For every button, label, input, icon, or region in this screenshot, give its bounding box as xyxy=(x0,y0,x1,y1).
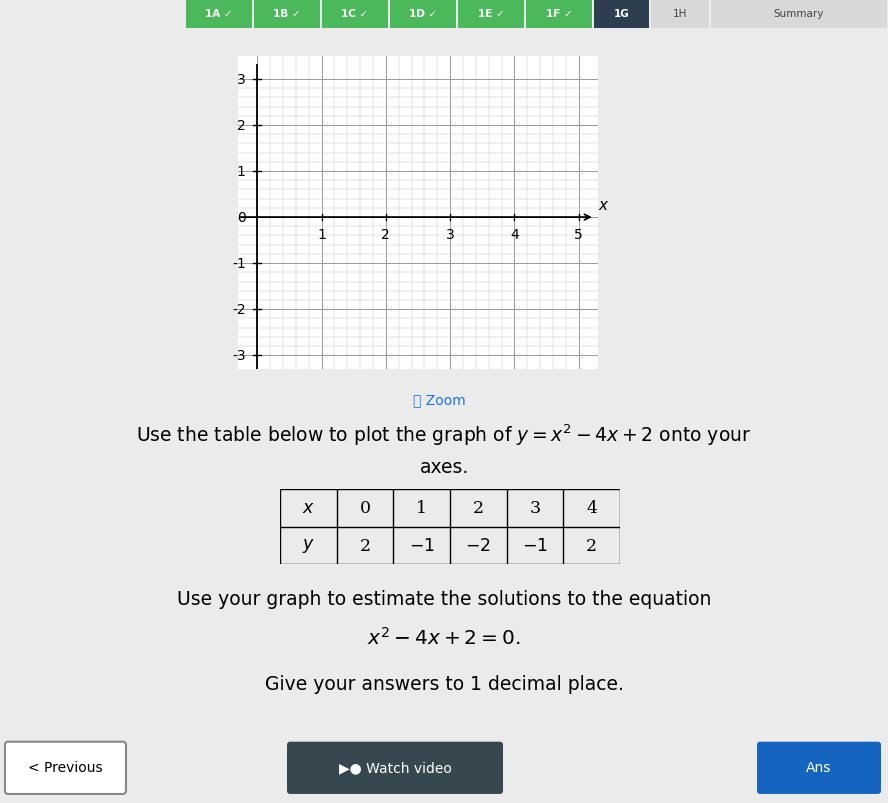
Text: 3: 3 xyxy=(446,228,455,242)
FancyBboxPatch shape xyxy=(5,742,126,794)
Text: ▶● Watch video: ▶● Watch video xyxy=(338,760,451,774)
Text: 1H: 1H xyxy=(673,9,687,18)
Text: 4: 4 xyxy=(510,228,519,242)
Text: < Previous: < Previous xyxy=(28,760,102,774)
Text: 1F ✓: 1F ✓ xyxy=(545,9,573,18)
Text: 1: 1 xyxy=(237,165,246,179)
Text: -2: -2 xyxy=(232,303,246,316)
Text: axes.: axes. xyxy=(419,458,469,477)
Text: 2: 2 xyxy=(586,537,598,554)
Text: 2: 2 xyxy=(472,499,484,516)
Text: 🔍 Zoom: 🔍 Zoom xyxy=(413,393,466,406)
Text: 1C ✓: 1C ✓ xyxy=(341,9,369,18)
Text: $x^2 - 4x + 2 = 0.$: $x^2 - 4x + 2 = 0.$ xyxy=(368,626,520,648)
FancyBboxPatch shape xyxy=(254,0,320,55)
Text: 2: 2 xyxy=(382,228,390,242)
FancyBboxPatch shape xyxy=(651,0,709,55)
Text: 3: 3 xyxy=(237,73,246,87)
Text: -3: -3 xyxy=(232,349,246,363)
Text: 1B ✓: 1B ✓ xyxy=(274,9,301,18)
FancyBboxPatch shape xyxy=(186,0,252,55)
Text: $-1$: $-1$ xyxy=(522,537,548,554)
Text: Summary: Summary xyxy=(773,9,824,18)
Text: $y$: $y$ xyxy=(302,536,314,555)
Text: Use the table below to plot the graph of $y = x^2 - 4x + 2$ onto your: Use the table below to plot the graph of… xyxy=(137,422,751,447)
Text: 0: 0 xyxy=(360,499,370,516)
Text: Give your answers to 1 decimal place.: Give your answers to 1 decimal place. xyxy=(265,675,623,694)
Text: 0: 0 xyxy=(237,211,246,225)
Text: Ans: Ans xyxy=(806,760,832,774)
Text: $x$: $x$ xyxy=(302,499,314,516)
Text: 1G: 1G xyxy=(614,9,630,18)
FancyBboxPatch shape xyxy=(526,0,592,55)
Text: 5: 5 xyxy=(575,228,583,242)
Text: 2: 2 xyxy=(237,119,246,132)
Text: Use your graph to estimate the solutions to the equation: Use your graph to estimate the solutions… xyxy=(177,589,711,609)
FancyBboxPatch shape xyxy=(287,742,503,794)
Text: 2: 2 xyxy=(360,537,370,554)
FancyBboxPatch shape xyxy=(322,0,388,55)
Text: $-2$: $-2$ xyxy=(465,537,491,554)
Text: 3: 3 xyxy=(529,499,541,516)
Text: 1: 1 xyxy=(317,228,326,242)
Text: 1D ✓: 1D ✓ xyxy=(408,9,437,18)
Text: 4: 4 xyxy=(586,499,597,516)
Text: 1E ✓: 1E ✓ xyxy=(478,9,504,18)
FancyBboxPatch shape xyxy=(757,742,881,794)
FancyBboxPatch shape xyxy=(458,0,524,55)
Text: $-1$: $-1$ xyxy=(408,537,434,554)
Text: 1A ✓: 1A ✓ xyxy=(205,9,233,18)
Text: -1: -1 xyxy=(232,257,246,271)
FancyBboxPatch shape xyxy=(711,0,887,55)
Text: 1: 1 xyxy=(416,499,427,516)
FancyBboxPatch shape xyxy=(390,0,456,55)
FancyBboxPatch shape xyxy=(594,0,649,55)
Text: $x$: $x$ xyxy=(598,198,609,212)
